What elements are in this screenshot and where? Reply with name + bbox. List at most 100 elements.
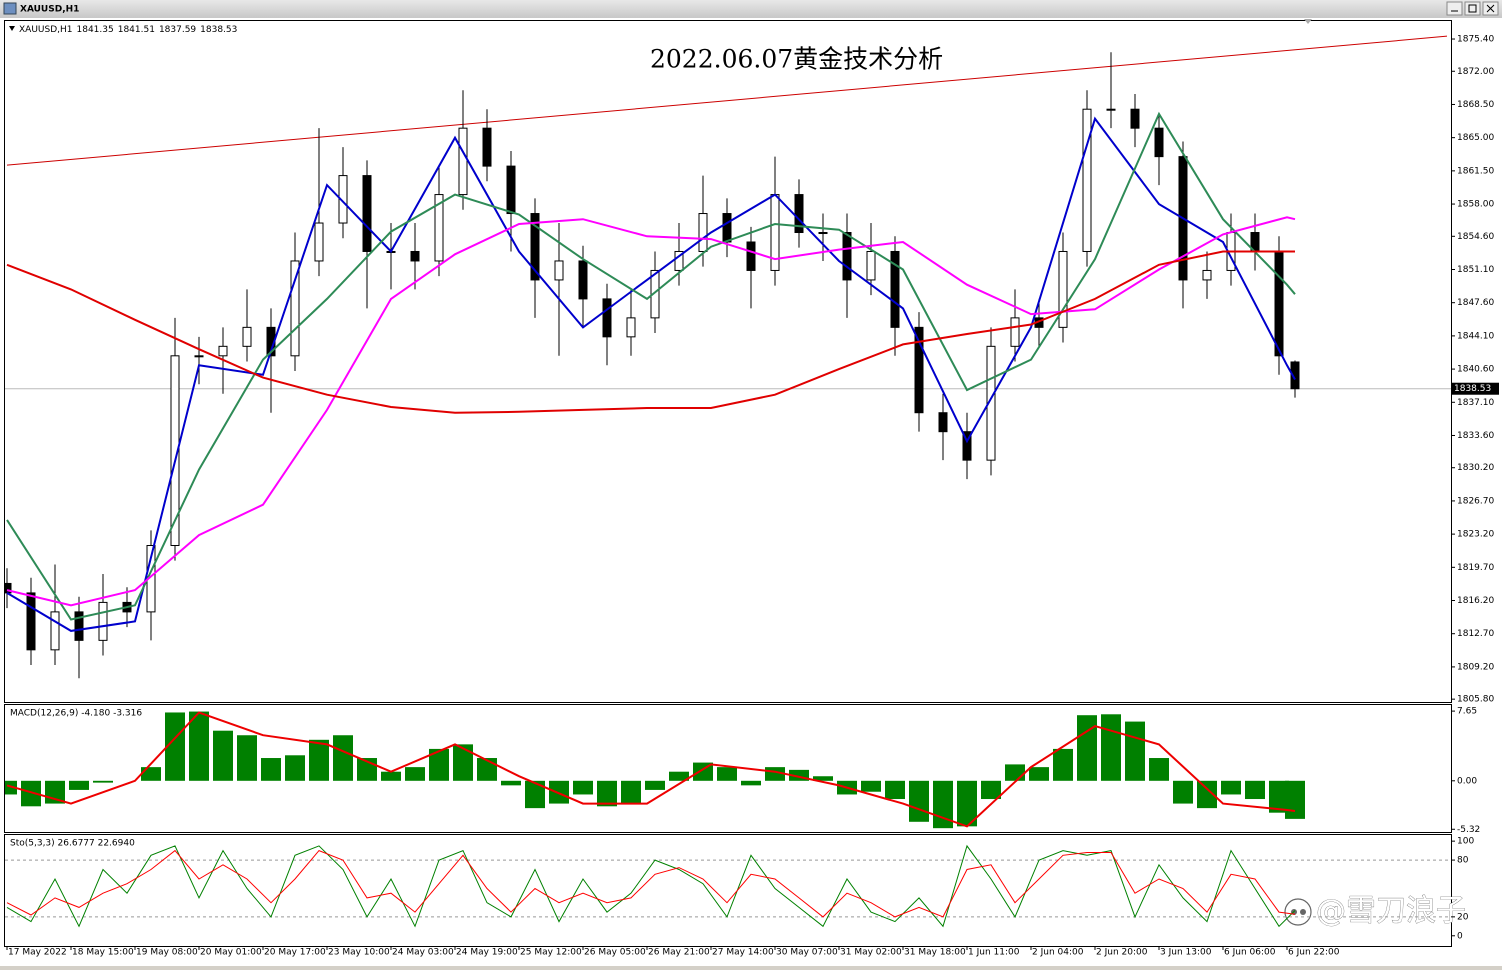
macd-bar <box>717 767 737 781</box>
macd-bar <box>1077 715 1097 781</box>
y-tick-label: 1854.60 <box>1457 232 1494 242</box>
header-value: 1838.53 <box>200 25 237 35</box>
macd-bar <box>957 780 977 827</box>
y-tick-label: 1844.10 <box>1457 331 1494 341</box>
candle-body <box>338 175 348 224</box>
y-tick-label: 80 <box>1457 856 1469 866</box>
x-tick-label: 24 May 19:00 <box>456 948 518 958</box>
y-tick-label: 1865.00 <box>1457 133 1494 143</box>
maximize-button[interactable] <box>1464 1 1481 16</box>
y-tick-label: 1858.00 <box>1457 200 1494 210</box>
close-icon <box>1486 4 1495 13</box>
macd-bar <box>645 780 665 790</box>
macd-bar <box>573 780 593 795</box>
minimize-button[interactable] <box>1446 1 1463 16</box>
y-tick-label: 1861.50 <box>1457 166 1494 176</box>
header-value: 1841.35 <box>77 25 114 35</box>
candle-body <box>890 250 900 328</box>
macd-bar <box>381 771 401 781</box>
pane-2 <box>5 844 1451 928</box>
y-tick-label: 1872.00 <box>1457 67 1494 77</box>
indicator-line <box>6 116 1296 632</box>
price-label-box <box>1451 382 1499 395</box>
candle-body <box>698 213 708 252</box>
macd-bar <box>1221 780 1241 795</box>
candle-body <box>290 260 300 357</box>
candle-body <box>1202 269 1212 281</box>
shift-marker <box>1304 19 1312 24</box>
window-icon <box>3 2 17 15</box>
candle-body <box>650 269 660 319</box>
macd-bar <box>789 769 809 781</box>
candle-body <box>98 601 108 641</box>
candle-body <box>1058 250 1068 328</box>
macd-header: MACD(12,26,9) -4.180 -3.316 <box>10 709 142 719</box>
candle-body <box>26 592 36 651</box>
y-tick-label: 1837.10 <box>1457 398 1494 408</box>
y-tick-label: 1868.50 <box>1457 100 1494 110</box>
y-tick-label: 1851.10 <box>1457 265 1494 275</box>
macd-bar <box>213 730 233 781</box>
candle-body <box>1154 127 1164 158</box>
candle-body <box>986 345 996 461</box>
indicator-line <box>6 216 1296 607</box>
y-tick-label: 1826.70 <box>1457 496 1494 506</box>
x-tick-label: 2 Jun 04:00 <box>1032 948 1084 958</box>
candle-body <box>1290 361 1300 390</box>
y-tick-label: 1833.60 <box>1457 431 1494 441</box>
macd-bar <box>813 776 833 781</box>
x-tick-label: 20 May 17:00 <box>264 948 326 958</box>
macd-bar <box>861 780 881 792</box>
macd-bar <box>1005 764 1025 781</box>
macd-bar <box>309 739 329 781</box>
candle-body <box>50 611 60 651</box>
macd-bar <box>1125 721 1145 781</box>
macd-bar <box>741 780 761 786</box>
x-tick-label: 18 May 15:00 <box>72 948 134 958</box>
indicator-line <box>6 849 1296 918</box>
candle-body <box>242 326 252 347</box>
x-tick-label: 25 May 12:00 <box>520 948 582 958</box>
indicator-line <box>6 844 1296 928</box>
candle-body <box>554 260 564 281</box>
y-tick-label: 7.65 <box>1457 707 1477 717</box>
x-tick-label: 24 May 03:00 <box>392 948 454 958</box>
x-tick-label: 27 May 14:00 <box>712 948 774 958</box>
candle-body <box>602 298 612 338</box>
candle-body <box>746 241 756 271</box>
macd-pane-frame <box>4 704 1452 833</box>
pane-1 <box>5 711 1305 829</box>
macd-bar <box>141 767 161 781</box>
candle-body <box>458 127 468 196</box>
candle-body <box>506 165 516 215</box>
pane-0 <box>5 35 1451 679</box>
x-tick-label: 26 May 21:00 <box>648 948 710 958</box>
trend-line <box>6 35 1448 166</box>
macd-bar <box>501 780 521 786</box>
y-tick-label: -5.32 <box>1457 825 1480 835</box>
x-tick-label: 1 Jun 11:00 <box>968 948 1020 958</box>
y-tick-label: 1819.70 <box>1457 563 1494 573</box>
macd-bar <box>909 780 929 822</box>
macd-bar <box>621 780 641 805</box>
y-tick-label: 1809.20 <box>1457 662 1494 672</box>
y-tick-label: 1840.60 <box>1457 365 1494 375</box>
macd-bar <box>333 735 353 781</box>
window-buttons[interactable] <box>1446 1 1499 16</box>
candle-body <box>578 260 588 300</box>
symbol-marker <box>9 26 15 31</box>
x-tick-label: 31 May 02:00 <box>840 948 902 958</box>
candle-body <box>1106 108 1116 111</box>
candle-body <box>530 213 540 281</box>
x-tick-label: 19 May 08:00 <box>136 948 198 958</box>
macd-bar <box>525 780 545 809</box>
y-tick-label: 1816.20 <box>1457 596 1494 606</box>
y-tick-label: 0 <box>1457 931 1463 941</box>
macd-bar <box>477 758 497 781</box>
candle-body <box>1130 108 1140 129</box>
y-tick-label: 1805.80 <box>1457 695 1494 705</box>
x-tick-label: 2 Jun 20:00 <box>1096 948 1148 958</box>
macd-bar <box>1029 767 1049 781</box>
symbol-header: XAUUSD,H1 1841.35 1841.51 1837.59 1838.53 <box>19 25 237 35</box>
